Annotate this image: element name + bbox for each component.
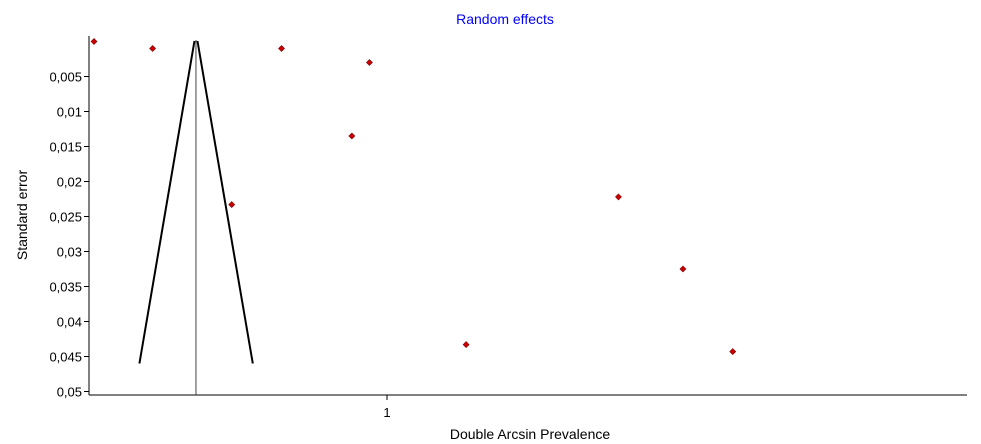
y-tick-label: 0,005 (49, 70, 82, 85)
y-tick-label: 0,035 (49, 280, 82, 295)
plot-area: 0,005 0,01 0,015 0,02 0,025 0,03 0,035 0,04 0,04… (49, 36, 967, 420)
data-point (228, 201, 236, 209)
chart-title: Random effects (456, 11, 554, 27)
funnel-lines (138, 40, 254, 395)
y-tick-label: 0,045 (49, 350, 82, 365)
data-point (365, 59, 373, 66)
y-tick-label: 0,01 (57, 105, 82, 120)
y-tick-label: 0,05 (57, 385, 82, 400)
data-point (149, 45, 157, 52)
data-point (615, 193, 622, 201)
x-tick-label: 1 (383, 405, 390, 420)
x-axis-title: Double Arcsin Prevalence (450, 426, 611, 442)
data-point (462, 341, 470, 349)
funnel-left-limit (138, 40, 196, 364)
data-points (90, 38, 737, 356)
y-tick-label: 0,025 (49, 210, 82, 225)
data-point (90, 38, 98, 45)
x-axis-ticks: 1 (383, 395, 391, 420)
y-tick-label: 0,015 (49, 140, 82, 155)
y-tick-label: 0,04 (57, 315, 82, 330)
funnel-right-limit (196, 40, 254, 364)
y-axis-ticks: 0,005 0,01 0,015 0,02 0,025 0,03 0,035 0,04 0,04… (49, 70, 89, 400)
data-point (729, 348, 737, 356)
data-point (679, 265, 687, 273)
data-point (278, 45, 285, 52)
data-point (348, 132, 356, 140)
y-axis-title: Standard error (14, 170, 30, 261)
y-tick-label: 0,02 (57, 175, 82, 190)
y-tick-label: 0,03 (57, 245, 82, 260)
